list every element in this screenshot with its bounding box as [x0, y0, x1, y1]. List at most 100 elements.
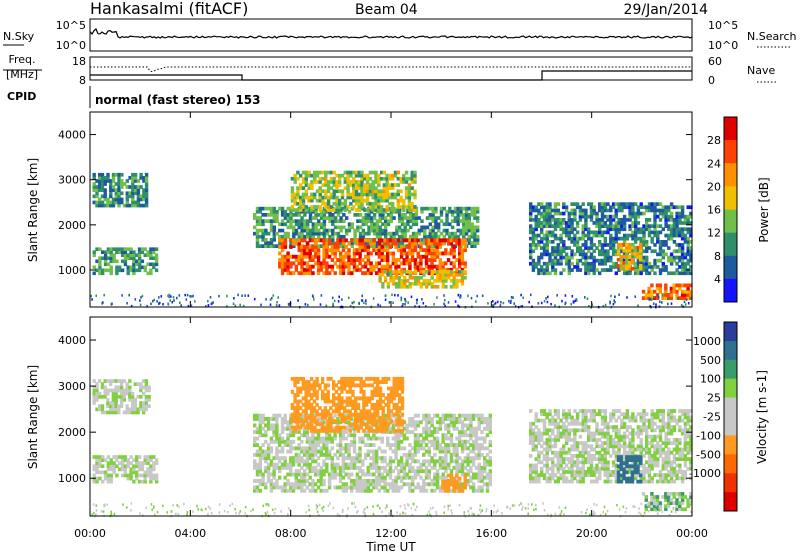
scatter-cell: [413, 475, 418, 480]
scatter-cell: [540, 230, 544, 235]
scatter-cell: [253, 452, 257, 457]
scatter-cell: [422, 413, 426, 418]
scatter-cell: [301, 186, 306, 190]
scatter-cell: [347, 462, 351, 467]
scatter-cell: [358, 456, 362, 461]
scatter-cell: [477, 452, 481, 457]
scatter-cell: [667, 236, 671, 241]
scatter-cell: [464, 231, 469, 236]
scatter-cell: [456, 222, 460, 227]
scatter-cell: [598, 227, 602, 232]
scatter-cell: [631, 224, 635, 228]
scatter-cell: [622, 227, 627, 232]
scatter-cell: [100, 382, 105, 386]
scatter-cell: [678, 214, 682, 219]
scatter-cell: [562, 246, 566, 250]
scatter-cell: [297, 430, 301, 434]
scatter-cell: [324, 192, 328, 197]
scatter-cell: [402, 176, 406, 181]
scatter-cell: [413, 446, 418, 451]
scatter-cell: [117, 385, 121, 390]
scatter-cell: [430, 276, 434, 280]
scatter-cell: [364, 231, 368, 236]
scatter-cell: [339, 219, 343, 223]
scatter-cell: [101, 268, 105, 273]
scatter-cell: [444, 433, 448, 438]
scatter-cell: [372, 443, 376, 447]
scatter-cell: [316, 472, 321, 477]
scatter-cell: [413, 469, 418, 474]
scatter-cell: [617, 208, 621, 213]
scatter-cell: [402, 472, 407, 477]
scatter-cell: [680, 243, 685, 247]
scatter-cell: [485, 485, 490, 490]
scatter-cell: [449, 417, 454, 421]
scatter-cell: [325, 488, 329, 493]
ground-scatter-cell: [514, 305, 517, 308]
scatter-cell: [578, 246, 583, 250]
scatter-cell: [444, 475, 448, 480]
scatter-cell: [311, 248, 315, 253]
scatter-cell: [598, 240, 602, 244]
scatter-cell: [609, 236, 613, 241]
scatter-cell: [581, 243, 585, 247]
scatter-cell: [106, 256, 111, 260]
scatter-cell: [375, 222, 380, 227]
scatter-cell: [354, 183, 359, 187]
scatter-cell: [669, 202, 674, 206]
scatter-cell: [331, 213, 335, 217]
scatter-cell: [427, 264, 431, 269]
scatter-cell: [114, 388, 118, 393]
scatter-cell: [375, 225, 380, 230]
scatter-cell: [146, 253, 150, 257]
scatter-cell: [477, 472, 481, 477]
scatter-cell: [620, 236, 624, 241]
scatter-cell: [286, 443, 290, 447]
scatter-cell: [297, 222, 301, 227]
scatter-cell: [272, 244, 276, 248]
scatter-cell: [355, 248, 359, 253]
scatter-cell: [312, 409, 317, 414]
scatter-cell: [402, 208, 406, 212]
scatter-cell: [123, 247, 128, 251]
scatter-cell: [300, 482, 304, 487]
scatter-cell: [304, 386, 308, 391]
scatter-cell: [422, 426, 426, 431]
ground-scatter-cell: [167, 302, 169, 305]
scatter-cell: [120, 200, 124, 205]
scatter-cell: [327, 482, 332, 487]
scatter-cell: [399, 180, 403, 184]
scatter-cell: [358, 436, 362, 441]
scatter-cell: [435, 264, 440, 269]
scatter-cell: [584, 227, 588, 232]
scatter-cell: [393, 208, 398, 212]
scatter-cell: [294, 485, 298, 490]
scatter-cell: [661, 255, 665, 260]
scatter-cell: [433, 488, 437, 493]
ground-scatter-cell: [521, 305, 524, 308]
scatter-cell: [435, 475, 440, 480]
scatter-cell: [368, 183, 373, 187]
scatter-cell: [551, 261, 555, 266]
scatter-cell: [645, 224, 649, 228]
scatter-cell: [449, 251, 454, 256]
scatter-cell: [403, 276, 407, 280]
scatter-cell: [403, 270, 407, 274]
scatter-cell: [147, 385, 151, 390]
scatter-cell: [358, 479, 362, 483]
scatter-cell: [448, 206, 452, 211]
scatter-cell: [132, 458, 136, 462]
scatter-cell: [464, 228, 469, 233]
scatter-cell: [453, 209, 458, 214]
scatter-cell: [614, 252, 618, 257]
scatter-cell: [306, 222, 310, 227]
scatter-cell: [344, 261, 348, 266]
scatter-cell: [689, 230, 693, 235]
scatter-cell: [123, 464, 128, 469]
scatter-cell: [120, 191, 124, 196]
scatter-cell: [312, 386, 317, 391]
scatter-cell: [350, 271, 354, 276]
scatter-cell: [258, 423, 262, 428]
scatter-cell: [542, 218, 547, 222]
scatter-cell: [269, 417, 274, 421]
